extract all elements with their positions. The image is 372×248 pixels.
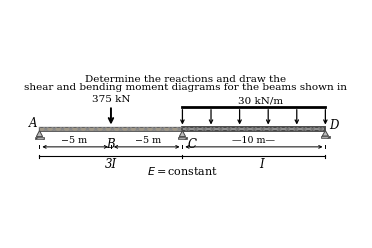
Polygon shape — [322, 131, 328, 136]
Bar — [321, 136, 330, 138]
Text: A: A — [29, 117, 37, 130]
Text: −5 m: −5 m — [132, 136, 161, 145]
Bar — [182, 127, 326, 131]
Text: −5 m: −5 m — [61, 136, 90, 145]
Text: Determine the reactions and draw the: Determine the reactions and draw the — [86, 75, 286, 84]
Text: —10 m—: —10 m— — [232, 136, 275, 145]
Text: I: I — [259, 158, 263, 171]
Text: 30 kN/m: 30 kN/m — [238, 96, 283, 105]
Text: C: C — [187, 138, 196, 151]
Text: B: B — [107, 138, 115, 151]
Text: shear and bending moment diagrams for the beams shown in: shear and bending moment diagrams for th… — [25, 83, 347, 92]
Bar — [178, 137, 187, 139]
Bar — [182, 127, 326, 131]
Text: 375 kN: 375 kN — [92, 95, 130, 104]
Bar — [39, 127, 182, 131]
Polygon shape — [36, 131, 43, 137]
Text: $E = \mathregular{constant}$: $E = \mathregular{constant}$ — [147, 165, 218, 178]
Bar — [35, 137, 44, 139]
Text: 3I: 3I — [105, 158, 117, 171]
Text: D: D — [329, 119, 338, 131]
Polygon shape — [179, 131, 186, 137]
Bar — [39, 127, 182, 131]
